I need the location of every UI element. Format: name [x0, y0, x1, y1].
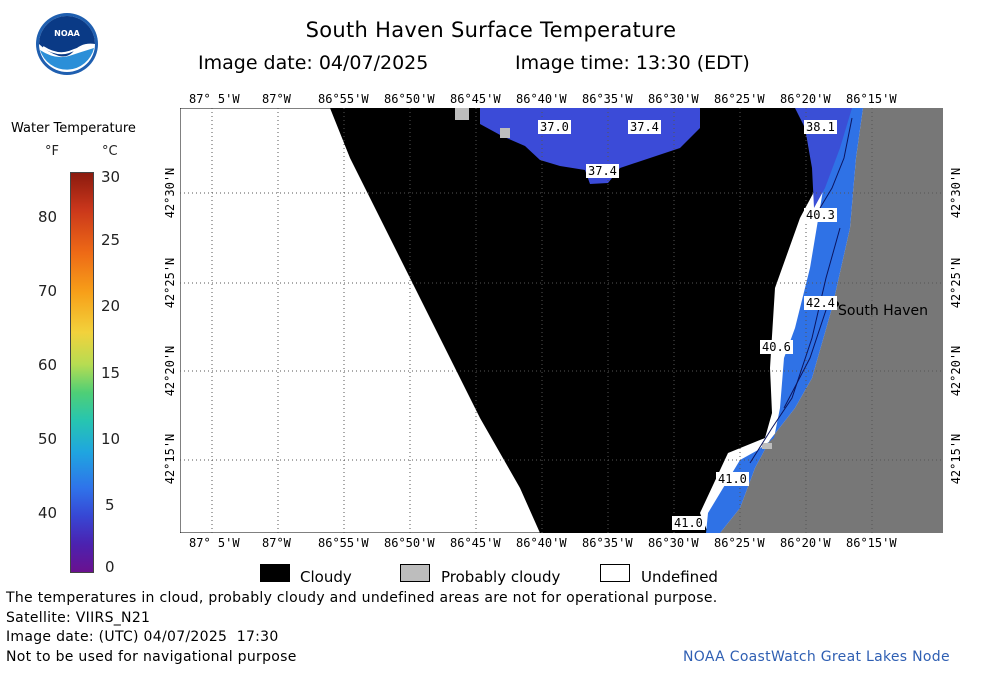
lon-label-top: 86°30'W	[648, 92, 699, 106]
temp-label: 41.0	[716, 472, 749, 486]
lon-label-top: 86°40'W	[516, 92, 567, 106]
lat-label-right: 42°25'N	[949, 257, 963, 309]
legend-f-80: 80	[38, 208, 58, 226]
noaa-logo-icon	[36, 13, 98, 75]
probably-cloudy-patch	[455, 108, 469, 120]
noaa-logo: NOAA	[35, 12, 99, 76]
lon-label-top: 87°W	[262, 92, 291, 106]
lat-label-right: 42°30'N	[949, 167, 963, 219]
key-probably-cloudy-swatch	[400, 564, 430, 582]
legend-c-25: 25	[101, 231, 121, 249]
legend-c-0: 0	[105, 558, 115, 576]
footer-satellite: Satellite: VIIRS_N21	[6, 610, 151, 626]
legend-c-5: 5	[105, 496, 115, 514]
cloud-area	[330, 108, 816, 533]
lat-label-left: 42°20'N	[163, 345, 177, 397]
lon-label-bottom: 86°20'W	[780, 536, 831, 550]
temp-label: 42.4	[804, 296, 837, 310]
temp-label: 37.0	[538, 120, 571, 134]
footer-credit: NOAA CoastWatch Great Lakes Node	[683, 649, 950, 665]
lon-label-bottom: 86°25'W	[714, 536, 765, 550]
key-cloudy-label: Cloudy	[300, 568, 352, 586]
lon-label-bottom: 86°55'W	[318, 536, 369, 550]
graticule	[180, 108, 943, 533]
legend-f-70: 70	[38, 282, 58, 300]
legend-unit-f: °F	[45, 144, 59, 159]
lon-label-top: 86°50'W	[384, 92, 435, 106]
lon-label-bottom: 87°W	[262, 536, 291, 550]
temp-label: 37.4	[628, 120, 661, 134]
lon-label-bottom: 87° 5'W	[189, 536, 240, 550]
lon-label-top: 87° 5'W	[189, 92, 240, 106]
temp-label: 37.4	[586, 164, 619, 178]
temp-label: 38.1	[804, 120, 837, 134]
lon-label-bottom: 86°50'W	[384, 536, 435, 550]
legend-title: Water Temperature	[11, 121, 136, 136]
lon-label-bottom: 86°40'W	[516, 536, 567, 550]
key-cloudy-swatch	[260, 564, 290, 582]
footer-nav-warning: Not to be used for navigational purpose	[6, 649, 297, 665]
lon-label-top: 86°25'W	[714, 92, 765, 106]
lat-label-right: 42°15'N	[949, 433, 963, 485]
noaa-logo-text: NOAA	[54, 29, 80, 38]
lat-label-right: 42°20'N	[949, 345, 963, 397]
lat-label-left: 42°25'N	[163, 257, 177, 309]
land-area	[720, 108, 943, 533]
legend-c-10: 10	[101, 430, 121, 448]
key-probably-cloudy-label: Probably cloudy	[441, 568, 561, 586]
temp-label: 40.3	[804, 208, 837, 222]
page-title: South Haven Surface Temperature	[305, 18, 677, 42]
lon-label-top: 86°55'W	[318, 92, 369, 106]
footer-utc-date: Image date: (UTC) 04/07/2025 17:30	[6, 629, 279, 645]
legend-f-50: 50	[38, 430, 58, 448]
legend-f-60: 60	[38, 356, 58, 374]
color-scale-bar	[70, 172, 94, 573]
key-undefined-label: Undefined	[641, 568, 718, 586]
temp-label: 40.6	[760, 340, 793, 354]
probably-cloudy-patch	[762, 443, 772, 449]
lon-label-top: 86°20'W	[780, 92, 831, 106]
lat-label-left: 42°15'N	[163, 433, 177, 485]
legend-c-20: 20	[101, 297, 121, 315]
isotherms	[749, 117, 853, 464]
lon-label-bottom: 86°30'W	[648, 536, 699, 550]
image-time: Image time: 13:30 (EDT)	[515, 52, 750, 74]
lon-label-bottom: 86°15'W	[846, 536, 897, 550]
lon-label-top: 86°15'W	[846, 92, 897, 106]
city-label: South Haven	[838, 303, 929, 319]
footer-note: The temperatures in cloud, probably clou…	[6, 590, 718, 606]
lat-label-left: 42°30'N	[163, 167, 177, 219]
lon-label-bottom: 86°35'W	[582, 536, 633, 550]
lon-label-top: 86°45'W	[450, 92, 501, 106]
probably-cloudy-patch	[500, 128, 510, 138]
legend-c-15: 15	[101, 364, 121, 382]
legend-c-30: 30	[101, 168, 121, 186]
legend-unit-c: °C	[102, 144, 118, 159]
temperature-map	[180, 108, 943, 533]
image-date: Image date: 04/07/2025	[198, 52, 429, 74]
lon-label-bottom: 86°45'W	[450, 536, 501, 550]
temp-label: 41.0	[672, 516, 705, 530]
legend-f-40: 40	[38, 504, 58, 522]
lon-label-top: 86°35'W	[582, 92, 633, 106]
key-undefined-swatch	[600, 564, 630, 582]
